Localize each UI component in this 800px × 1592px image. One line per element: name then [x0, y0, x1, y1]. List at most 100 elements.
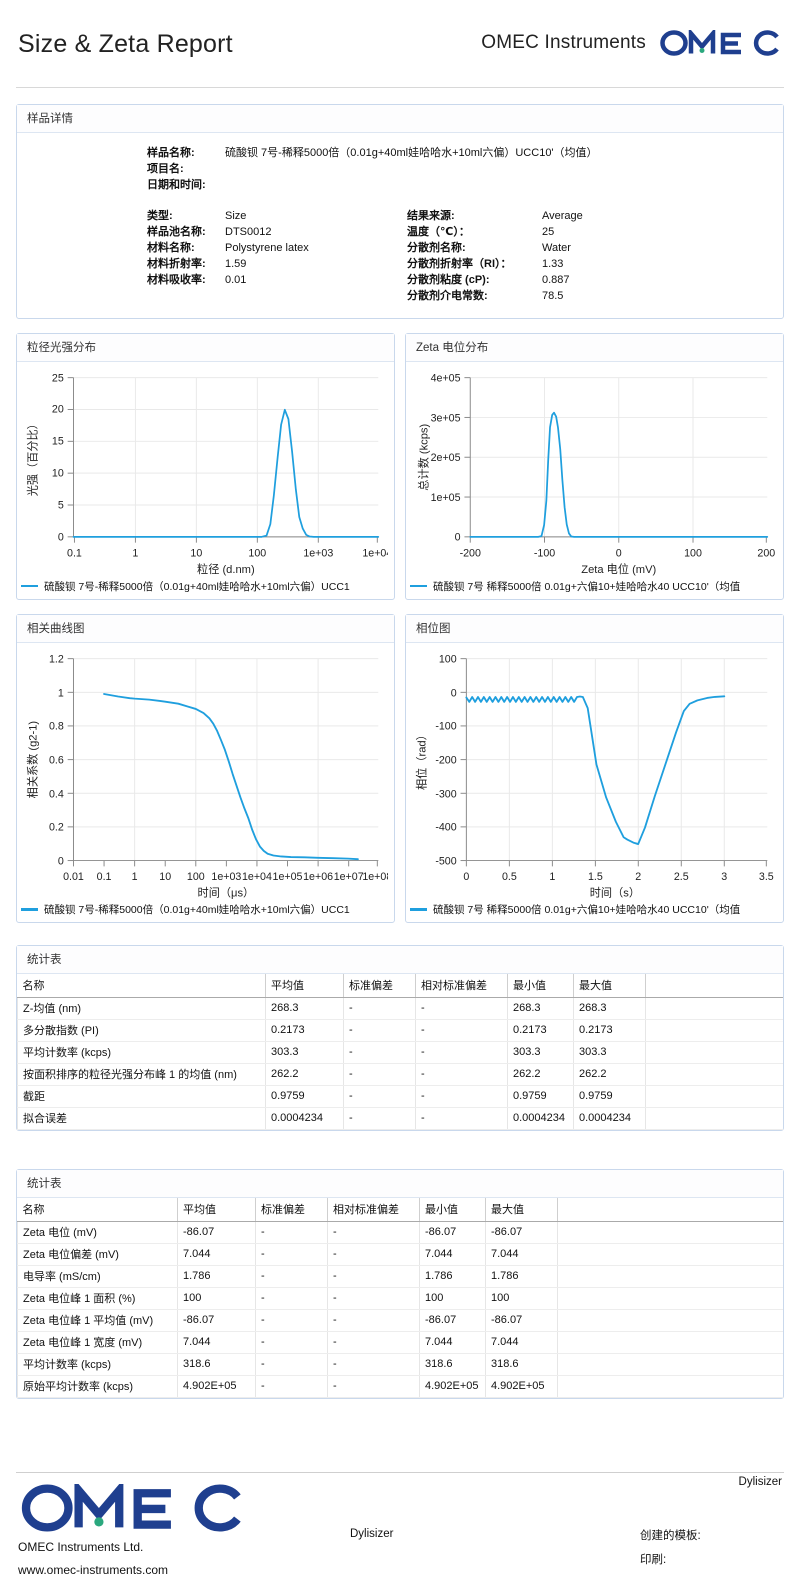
- sample-key: 类型:: [147, 210, 173, 222]
- zeta-statistics-title: 统计表: [17, 1169, 783, 1198]
- cell: [557, 1265, 783, 1288]
- size-statistics-card: 统计表 名称 平均值 标准偏差 相对标准偏差 最小值 最大值: [16, 944, 784, 1131]
- svg-text:0.1: 0.1: [67, 547, 82, 559]
- sample-value: 硫酸钡 7号-稀释5000倍（0.01g+40ml娃哈哈水+10ml六偏）UCC…: [225, 147, 598, 159]
- cell: 7.044: [177, 1331, 256, 1354]
- size-distribution-title: 粒径光强分布: [17, 334, 394, 362]
- svg-text:1: 1: [132, 547, 138, 559]
- svg-text:-200: -200: [435, 754, 456, 766]
- cell: Z-均值 (nm): [17, 997, 266, 1020]
- sample-key: 分散剂折射率（RI）：: [407, 258, 512, 270]
- svg-text:-100: -100: [435, 720, 456, 732]
- cell: -86.07: [419, 1221, 486, 1244]
- cell: -86.07: [485, 1309, 558, 1332]
- cell: 7.044: [419, 1243, 486, 1266]
- svg-text:3e+05: 3e+05: [431, 412, 461, 424]
- cell: 1.786: [419, 1265, 486, 1288]
- sample-key: 温度（℃）：: [407, 226, 470, 238]
- table-row: 平均计数率 (kcps) 318.6 - - 318.6 318.6: [17, 1353, 783, 1376]
- cell: 268.3: [507, 997, 574, 1020]
- footer-website-link[interactable]: www.omec-instruments.com: [18, 1563, 169, 1577]
- sample-right-column: 结果来源: Average 温度（℃）： 25 分散剂名称: Water 分散剂折射率…: [407, 208, 773, 304]
- svg-text:1e+05: 1e+05: [431, 492, 461, 504]
- sample-value: Average: [542, 210, 583, 222]
- cell: -: [255, 1221, 328, 1244]
- svg-text:0.6: 0.6: [49, 754, 64, 766]
- legend-label: 硫酸钡 7号-稀释5000倍（0.01g+40ml娃哈哈水+10ml六偏）UCC…: [44, 580, 350, 593]
- svg-text:1: 1: [58, 687, 64, 699]
- cell: -: [415, 1019, 508, 1042]
- cell: Zeta 电位峰 1 面积 (%): [17, 1287, 178, 1310]
- cell: 截距: [17, 1085, 266, 1108]
- cell: -: [343, 1019, 416, 1042]
- omec-logo-footer-icon: [18, 1479, 250, 1536]
- sample-key: 结果来源:: [407, 210, 455, 222]
- zeta-statistics-table-wrap: 名称 平均值 标准偏差 相对标准偏差 最小值 最大值 Zeta 电位 (mV) …: [17, 1197, 783, 1398]
- sample-key: 样品池名称:: [147, 226, 206, 238]
- cell: 303.3: [507, 1041, 574, 1064]
- sample-key: 分散剂介电常数:: [407, 290, 488, 302]
- footer-divider: [16, 1472, 784, 1473]
- cell: -: [343, 1107, 416, 1130]
- svg-text:200: 200: [757, 547, 775, 559]
- sample-top-rows: 样品名称: 硫酸钡 7号-稀释5000倍（0.01g+40ml娃哈哈水+10ml六…: [17, 145, 773, 193]
- svg-text:15: 15: [52, 436, 64, 448]
- cell: 7.044: [419, 1331, 486, 1354]
- svg-text:1e+06: 1e+06: [303, 871, 333, 883]
- sample-value: Size: [225, 210, 247, 222]
- cell: 100: [177, 1287, 256, 1310]
- svg-text:0: 0: [616, 547, 622, 559]
- sample-row: 材料折射率: 1.59: [147, 256, 407, 272]
- cell: 0.2173: [507, 1019, 574, 1042]
- sample-row: 类型: Size: [147, 208, 407, 224]
- cell: -: [327, 1265, 420, 1288]
- table-row: Zeta 电位偏差 (mV) 7.044 - - 7.044 7.044: [17, 1243, 783, 1266]
- sample-value: 0.887: [542, 274, 570, 286]
- legend-line-icon: [21, 908, 38, 911]
- svg-text:1e+07: 1e+07: [334, 871, 364, 883]
- correlation-svg: 0 0.2 0.4 0.6 0.8 1 1.2: [26, 653, 388, 899]
- sample-value: Water: [542, 242, 571, 254]
- size-distribution-legend: 硫酸钡 7号-稀释5000倍（0.01g+40ml娃哈哈水+10ml六偏）UCC…: [17, 578, 394, 599]
- cell: 262.2: [507, 1063, 574, 1086]
- column-header: [645, 973, 783, 998]
- cell: 4.902E+05: [485, 1375, 558, 1398]
- cell: 1.786: [485, 1265, 558, 1288]
- table-row: Z-均值 (nm) 268.3 - - 268.3 268.3: [17, 997, 783, 1020]
- cell: [645, 1019, 783, 1042]
- cell: 电导率 (mS/cm): [17, 1265, 178, 1288]
- header-divider: [16, 87, 784, 88]
- sample-row: 样品名称: 硫酸钡 7号-稀释5000倍（0.01g+40ml娃哈哈水+10ml六…: [147, 145, 773, 161]
- legend-line-icon: [410, 584, 427, 588]
- cell: -: [255, 1309, 328, 1332]
- zeta-distribution-svg: 0 1e+05 2e+05 3e+05 4e+05 -200: [417, 373, 776, 576]
- cell: -: [415, 1063, 508, 1086]
- page-title: Size & Zeta Report: [18, 29, 233, 58]
- sample-value: 0.01: [225, 274, 247, 286]
- cell: -: [327, 1375, 420, 1398]
- svg-text:1e+03: 1e+03: [211, 871, 241, 883]
- table-row: 按面积排序的粒径光强分布峰 1 的均值 (nm) 262.2 - - 262.2…: [17, 1063, 783, 1086]
- sample-row: 分散剂粘度 (cP): 0.887: [407, 272, 773, 288]
- table-row: Zeta 电位峰 1 平均值 (mV) -86.07 - - -86.07 -8…: [17, 1309, 783, 1332]
- sample-left-column: 类型: Size 样品池名称: DTS0012 材料名称: Polystyrene l…: [147, 208, 407, 304]
- svg-text:光强（百分比）: 光强（百分比）: [26, 418, 40, 496]
- sample-value: 1.33: [542, 258, 564, 270]
- cell: -: [255, 1331, 328, 1354]
- report-header: Size & Zeta Report OMEC Instruments: [0, 0, 800, 88]
- footer-print-label: 印刷:: [640, 1554, 667, 1566]
- svg-text:-400: -400: [435, 821, 456, 833]
- sample-value: 78.5: [542, 290, 564, 302]
- correlation-legend: 硫酸钡 7号-稀释5000倍（0.01g+40ml娃哈哈水+10ml六偏）UCC…: [17, 901, 394, 922]
- size-statistics-table: 名称 平均值 标准偏差 相对标准偏差 最小值 最大值 Z-均值 (nm) 268…: [17, 973, 783, 1130]
- footer-product-label: Dylisizer: [738, 1476, 782, 1488]
- column-header: 平均值: [177, 1197, 256, 1222]
- table-row: 截距 0.9759 - - 0.9759 0.9759: [17, 1085, 783, 1108]
- chart-row-top: 粒径光强分布: [16, 333, 784, 600]
- cell: 多分散指数 (PI): [17, 1019, 266, 1042]
- legend-label: 硫酸钡 7号 稀释5000倍 0.01g+六偏10+娃哈哈水40 UCC10'（…: [433, 580, 741, 593]
- size-statistics-table-wrap: 名称 平均值 标准偏差 相对标准偏差 最小值 最大值 Z-均值 (nm) 268…: [17, 973, 783, 1130]
- svg-text:0.4: 0.4: [49, 788, 64, 800]
- cell: -: [255, 1265, 328, 1288]
- svg-text:0: 0: [455, 532, 461, 544]
